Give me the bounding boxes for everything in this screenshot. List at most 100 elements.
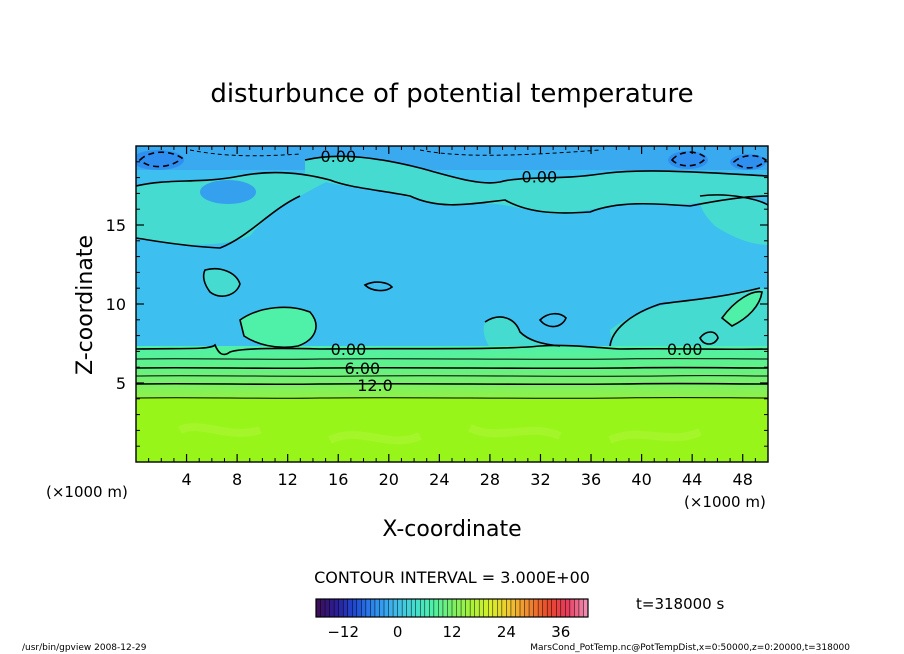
green-patch-far-right: [722, 291, 762, 326]
colorbar-stripe: [583, 599, 589, 617]
x-tick-label: 12: [278, 470, 298, 489]
colorbar-stripe: [388, 599, 394, 617]
x-tick-label: 40: [631, 470, 651, 489]
contour-interval-label: CONTOUR INTERVAL = 3.000E+00: [314, 568, 590, 587]
colorbar-stripe: [402, 599, 407, 617]
x-tick-label: 20: [379, 470, 399, 489]
colorbar-stripe: [538, 599, 543, 617]
colorbar-stripe: [515, 599, 521, 617]
colorbar-stripe: [411, 599, 417, 617]
green-patch-upper-left: [136, 172, 330, 245]
colorbar-stripe: [465, 599, 471, 617]
colorbar-stripe: [334, 599, 339, 617]
colorbar-stripe: [492, 599, 498, 617]
colorbar-stripe: [520, 599, 525, 617]
contour-label: 6.00: [345, 359, 381, 378]
colorbar-tick-label: 0: [393, 623, 403, 641]
colorbar-stripe: [338, 599, 344, 617]
colorbar-stripe: [565, 599, 571, 617]
colorbar-stripe: [343, 599, 349, 617]
lower-layer-texture: [178, 423, 702, 445]
colorbar-stripe: [501, 599, 507, 617]
colorbar-stripe: [474, 599, 480, 617]
y-tick-label: 10: [106, 295, 126, 314]
colorbar-stripe: [361, 599, 367, 617]
contour-line-0-lower: [136, 343, 768, 356]
x-tick-label: 8: [232, 470, 242, 489]
colorbar-stripe: [325, 599, 330, 617]
green-patch-lower-mid: [483, 317, 560, 348]
colorbar-stripe: [524, 599, 530, 617]
cold-core-right: [668, 151, 708, 169]
contour-dashed-top-left: [138, 151, 184, 168]
colorbar-stripe: [533, 599, 539, 617]
colorbar-stripe: [347, 599, 353, 617]
colorbar-stripe: [393, 599, 398, 617]
x-tick-label: 36: [581, 470, 601, 489]
colorbar-stripe: [578, 599, 584, 617]
colorbar-stripe: [433, 599, 439, 617]
colorbar-stripe: [551, 599, 557, 617]
colorbar-stripe: [379, 599, 385, 617]
contour-label: 12.0: [357, 376, 393, 395]
colorbar-stripe: [506, 599, 512, 617]
colorbar: [315, 598, 589, 618]
colorbar-stripe: [329, 599, 335, 617]
colorbar-frame: [315, 598, 589, 618]
colorbar-stripe: [352, 599, 358, 617]
y-tick-label: 15: [106, 216, 126, 235]
x-axis: 4 8 12 16 20 24 28 32 36 40 44 48: [148, 146, 756, 489]
contour-line-3: [136, 358, 768, 360]
transition-layer-region: [136, 346, 768, 398]
contour-label: 0.00: [321, 147, 357, 166]
contour-line-0-left-band: [136, 195, 301, 249]
colorbar-ticks: −12 0 12 24 36: [327, 623, 570, 641]
chart-title: disturbunce of potential temperature: [210, 79, 693, 109]
plot-area: [136, 146, 768, 462]
colorbar-stripe: [424, 599, 430, 617]
colorbar-stripe: [438, 599, 444, 617]
colorbar-tick-label: 24: [497, 623, 516, 641]
colorbar-stripe: [365, 599, 371, 617]
colorbar-stripe: [569, 599, 575, 617]
colorbar-stripe: [542, 599, 548, 617]
contour-line-0-upper2: [304, 155, 768, 184]
y-axis-label: Z-coordinate: [73, 235, 98, 375]
green-patch-lower-right: [610, 288, 768, 346]
contour-line-12: [136, 382, 768, 386]
contour-line-6: [136, 366, 768, 370]
y-tick-label: 5: [116, 374, 126, 393]
y-unit-label: (×1000 m): [46, 483, 128, 501]
colorbar-stripe: [529, 599, 534, 617]
contour-label: 0.00: [522, 168, 558, 187]
x-tick-label: 28: [480, 470, 500, 489]
contour-label: 0.00: [667, 340, 703, 359]
colorbar-tick-label: −12: [327, 623, 359, 641]
colorbar-stripe: [384, 599, 389, 617]
green-patch-mid-left: [203, 268, 240, 297]
colorbar-stripe: [456, 599, 462, 617]
colorbar-stripe: [483, 599, 489, 617]
colorbar-tick-label: 12: [442, 623, 461, 641]
contour-line-0-upper: [136, 171, 768, 214]
contour-label: 0.00: [331, 340, 367, 359]
contour-loop-lower-mid: [484, 316, 561, 347]
colorbar-stripe: [556, 599, 562, 617]
colorbar-stripe: [461, 599, 466, 617]
colorbar-stripe: [547, 599, 553, 617]
colorbar-stripe: [356, 599, 362, 617]
contour-loop-lower-left: [239, 306, 317, 349]
contour-loop-lower-right: [609, 287, 761, 347]
colorbar-stripe: [447, 599, 453, 617]
colorbar-stripe: [374, 599, 380, 617]
time-label: t=318000 s: [636, 595, 724, 613]
contour-loop-small-right: [699, 331, 719, 345]
x-axis-label: X-coordinate: [382, 517, 521, 542]
footer-left: /usr/bin/gpview 2008-12-29: [22, 643, 147, 653]
x-tick-label: 4: [181, 470, 191, 489]
contour-loop-mid: [538, 312, 567, 328]
colorbar-stripe: [397, 599, 403, 617]
dark-spot-upper: [200, 180, 256, 204]
